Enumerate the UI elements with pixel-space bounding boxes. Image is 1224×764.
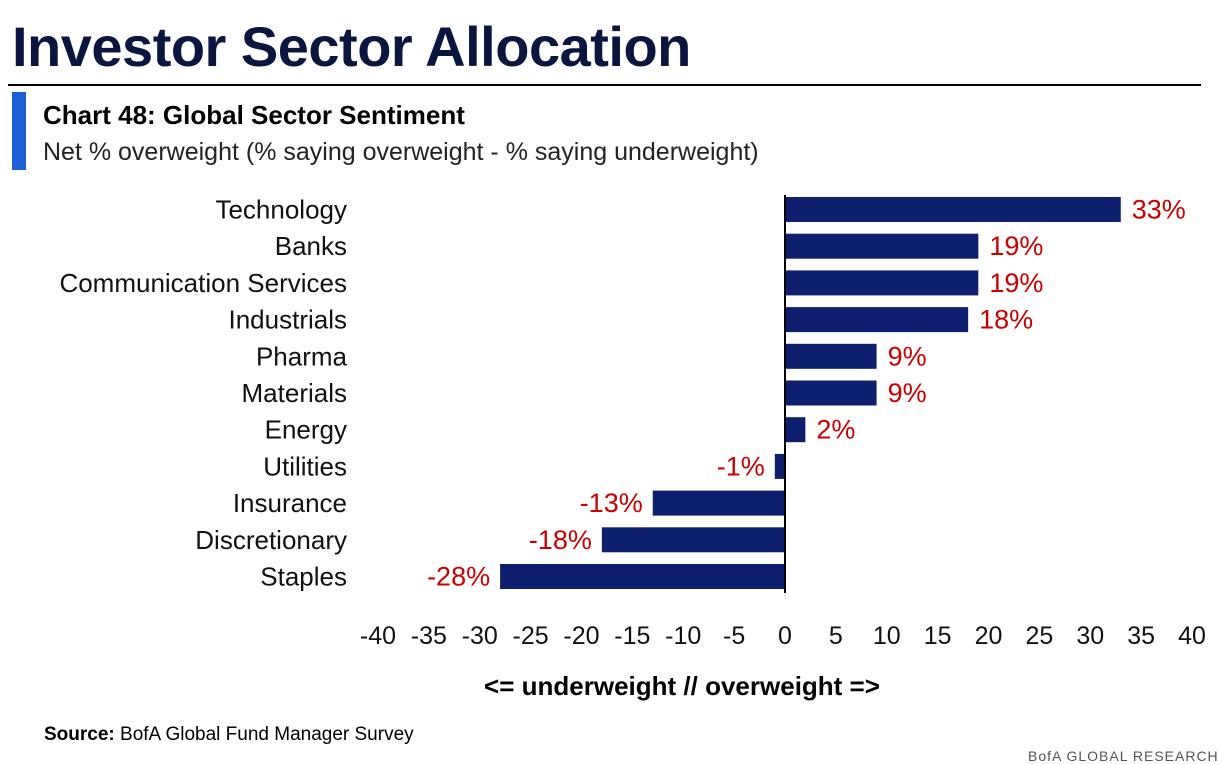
x-tick-label: 10 — [873, 622, 901, 650]
category-label: Insurance — [233, 488, 347, 518]
data-label: 9% — [888, 378, 927, 408]
data-label: -18% — [529, 525, 592, 555]
x-tick-label: -15 — [614, 622, 650, 650]
category-label: Technology — [215, 195, 347, 225]
category-label: Pharma — [256, 341, 348, 371]
page-title: Investor Sector Allocation — [12, 15, 691, 78]
data-label: 33% — [1132, 195, 1186, 225]
bar — [785, 343, 877, 369]
x-tick-label: -5 — [723, 622, 745, 650]
x-tick-label: -25 — [513, 622, 549, 650]
footer-brand: BofA GLOBAL RESEARCH — [1028, 748, 1219, 764]
x-tick-label: -35 — [411, 622, 447, 650]
bar — [785, 380, 877, 406]
x-tick-label: -40 — [360, 622, 396, 650]
x-tick-label: 30 — [1076, 622, 1104, 650]
x-tick-label: 35 — [1127, 622, 1155, 650]
x-tick-label: 0 — [778, 622, 792, 650]
source-text: BofA Global Fund Manager Survey — [120, 724, 414, 745]
chart-title: Chart 48: Global Sector Sentiment — [43, 100, 465, 130]
x-tick-label: 5 — [829, 622, 843, 650]
x-axis-label: <= underweight // overweight => — [484, 671, 880, 701]
data-label: -28% — [427, 562, 490, 592]
category-label: Industrials — [229, 305, 348, 335]
bar — [785, 233, 979, 259]
data-label: 18% — [979, 305, 1033, 335]
data-label: 19% — [989, 268, 1043, 298]
bar — [785, 197, 1121, 222]
x-tick-label: -30 — [462, 622, 498, 650]
sector-sentiment-chart: Technology 33% Banks 19% Communication Servi… — [59, 195, 1206, 651]
data-label: -13% — [580, 488, 643, 518]
bar — [785, 417, 806, 443]
x-tick-label: -10 — [665, 622, 701, 650]
source-note: Source: BofA Global Fund Manager Survey — [44, 724, 414, 746]
category-label: Energy — [265, 415, 347, 445]
category-label: Staples — [260, 562, 347, 592]
data-label: 9% — [888, 341, 927, 371]
category-label: Utilities — [263, 451, 347, 481]
chart-accent-bar — [12, 92, 26, 170]
category-label: Communication Services — [59, 268, 347, 298]
x-tick-label: -20 — [563, 622, 599, 650]
bar — [652, 490, 785, 516]
source-label: Source: — [44, 724, 115, 745]
x-tick-label: 40 — [1178, 622, 1206, 650]
x-tick-label: 15 — [924, 622, 952, 650]
title-divider — [8, 84, 1201, 86]
bar — [785, 307, 969, 333]
bar — [785, 270, 979, 296]
category-label: Materials — [242, 378, 347, 408]
data-label: 2% — [816, 415, 855, 445]
x-tick-label: 25 — [1025, 622, 1053, 650]
x-tick-label: 20 — [975, 622, 1003, 650]
bar — [500, 564, 785, 589]
chart-subtitle: Net % overweight (% saying overweight - … — [43, 138, 759, 166]
category-label: Banks — [275, 231, 347, 261]
category-label: Discretionary — [195, 525, 347, 555]
data-label: 19% — [989, 231, 1043, 261]
bar — [774, 453, 785, 479]
data-label: -1% — [717, 451, 765, 481]
bar — [601, 527, 785, 553]
